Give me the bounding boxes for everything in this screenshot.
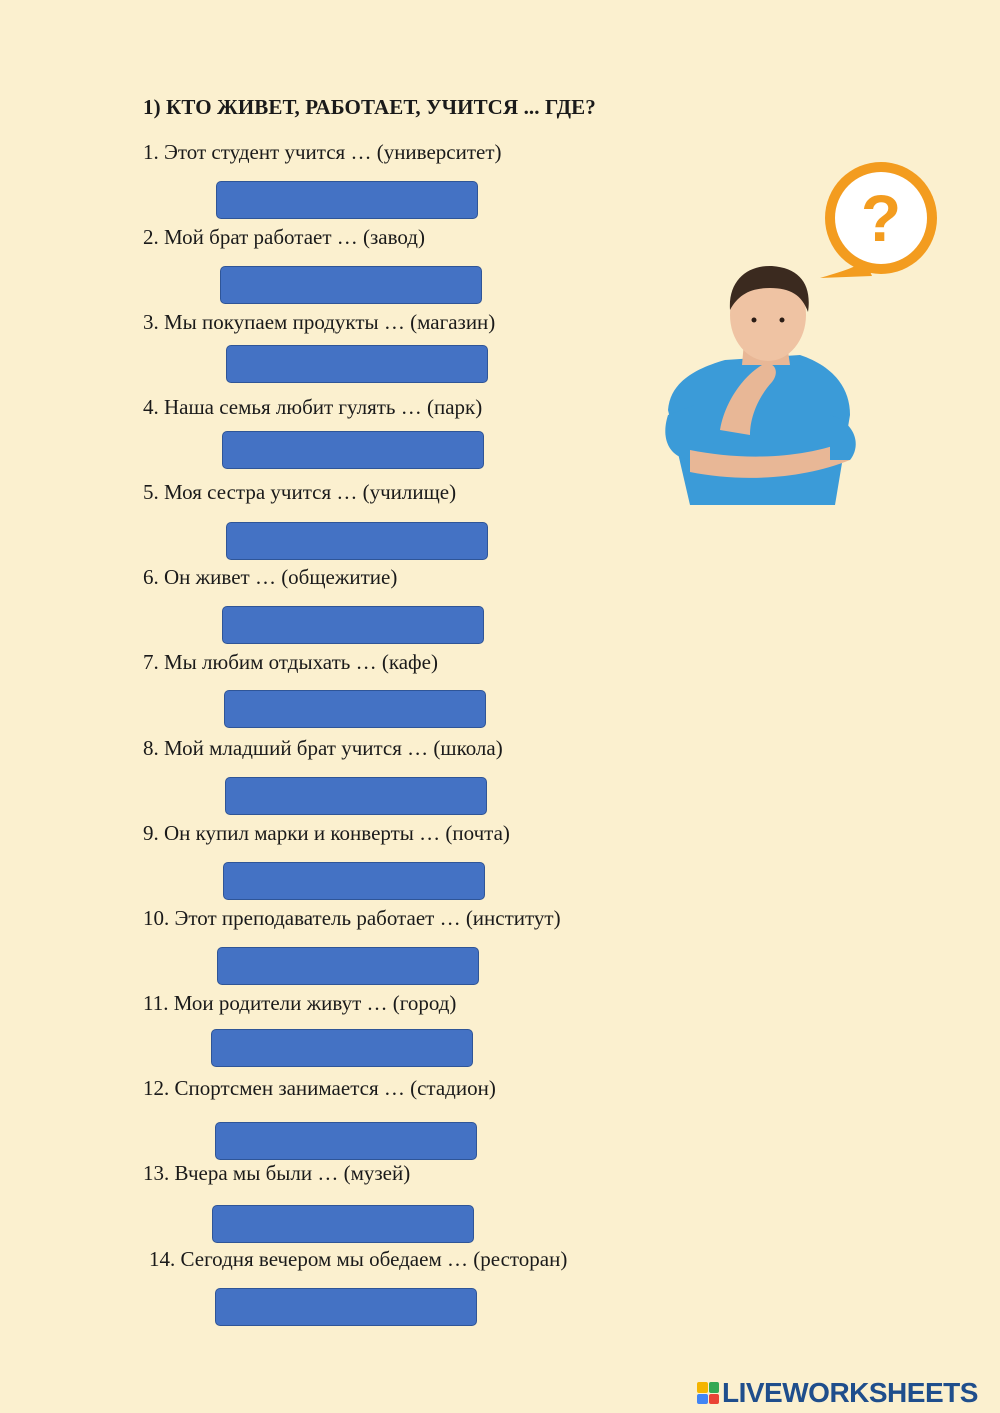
answer-field-10[interactable] <box>217 947 479 985</box>
answer-field-11[interactable] <box>211 1029 473 1067</box>
svg-text:?: ? <box>861 181 901 255</box>
question-3: 3. Мы покупаем продукты … (магазин) <box>143 310 496 334</box>
answer-field-9[interactable] <box>223 862 485 900</box>
answer-field-6[interactable] <box>222 606 484 644</box>
question-4: 4. Наша семья любит гулять … (парк) <box>143 395 483 419</box>
thinking-man-icon <box>665 265 856 505</box>
answer-field-12[interactable] <box>215 1122 477 1160</box>
worksheet-title: 1) КТО ЖИВЕТ, РАБОТАЕТ, УЧИТСЯ ... ГДЕ? <box>143 95 596 119</box>
answer-field-5[interactable] <box>226 522 488 560</box>
question-7: 7. Мы любим отдыхать … (кафе) <box>143 650 438 674</box>
question-14: 14. Сегодня вечером мы обедаем … (рестор… <box>149 1247 568 1271</box>
question-2: 2. Мой брат работает … (завод) <box>143 225 425 249</box>
question-5: 5. Моя сестра учится … (училище) <box>143 480 457 504</box>
liveworksheets-logo-icon <box>697 1382 719 1404</box>
answer-field-4[interactable] <box>222 431 484 469</box>
question-13: 13. Вчера мы были … (музей) <box>143 1161 411 1185</box>
liveworksheets-logo-text: LIVEWORKSHEETS <box>722 1377 978 1408</box>
thinking-man-illustration: ? <box>665 162 937 505</box>
answer-field-13[interactable] <box>212 1205 474 1243</box>
answer-field-8[interactable] <box>225 777 487 815</box>
answer-field-3[interactable] <box>226 345 488 383</box>
answer-field-7[interactable] <box>224 690 486 728</box>
question-bubble-icon: ? <box>820 162 937 278</box>
question-9: 9. Он купил марки и конверты … (почта) <box>143 821 510 845</box>
question-12: 12. Спортсмен занимается … (стадион) <box>143 1076 496 1100</box>
question-8: 8. Мой младший брат учится … (школа) <box>143 736 503 760</box>
question-1: 1. Этот студент учится … (университет) <box>143 140 502 164</box>
question-10: 10. Этот преподаватель работает … (инсти… <box>143 906 561 930</box>
answer-field-2[interactable] <box>220 266 482 304</box>
liveworksheets-logo: LIVEWORKSHEETS <box>697 1376 978 1410</box>
answer-field-14[interactable] <box>215 1288 477 1326</box>
answer-field-1[interactable] <box>216 181 478 219</box>
question-11: 11. Мои родители живут … (город) <box>143 991 457 1015</box>
question-6: 6. Он живет … (общежитие) <box>143 565 398 589</box>
